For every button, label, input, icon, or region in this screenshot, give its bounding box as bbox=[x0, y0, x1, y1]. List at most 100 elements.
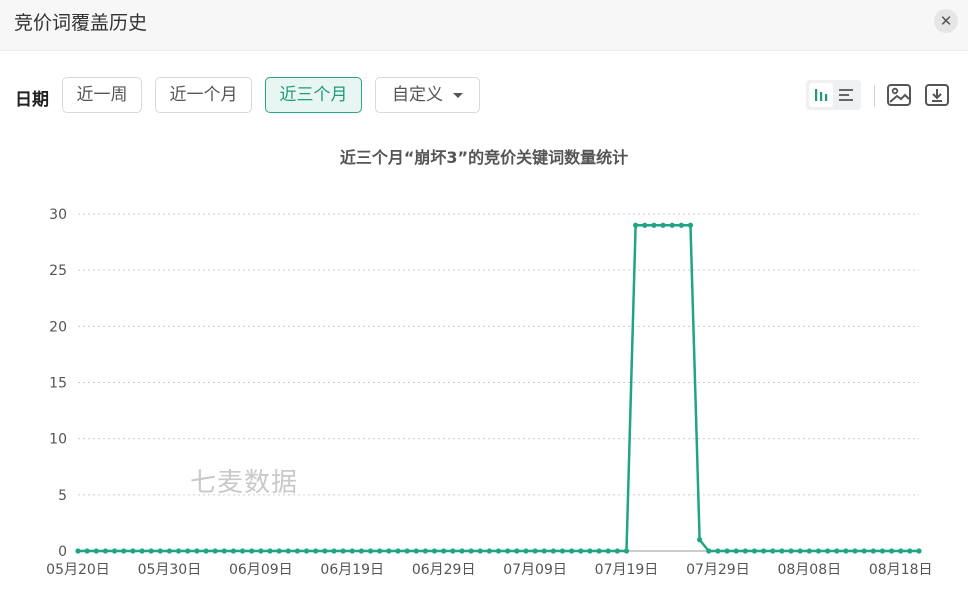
x-tick-label: 07月29日 bbox=[686, 562, 750, 578]
data-point bbox=[194, 548, 200, 554]
data-point bbox=[614, 548, 620, 554]
data-point bbox=[249, 548, 255, 554]
series-line bbox=[78, 223, 919, 553]
data-point bbox=[422, 548, 428, 554]
data-point bbox=[742, 548, 748, 554]
custom-range-dropdown[interactable]: 自定义 bbox=[375, 77, 480, 113]
data-point bbox=[258, 548, 264, 554]
data-point bbox=[203, 548, 209, 554]
data-point bbox=[322, 548, 328, 554]
data-point bbox=[532, 548, 538, 554]
data-point bbox=[623, 548, 630, 554]
data-point bbox=[75, 548, 81, 554]
data-point bbox=[541, 548, 547, 554]
data-point bbox=[157, 548, 163, 554]
data-point bbox=[93, 548, 99, 554]
data-point bbox=[578, 548, 584, 554]
y-tick-label: 0 bbox=[58, 544, 67, 560]
data-point bbox=[715, 548, 721, 554]
data-point bbox=[84, 548, 90, 554]
data-point bbox=[870, 548, 876, 554]
x-tick-label: 08月08日 bbox=[777, 562, 841, 578]
toolbar-separator bbox=[874, 85, 875, 107]
bar-chart-icon bbox=[815, 89, 828, 101]
data-point bbox=[642, 222, 648, 228]
data-point bbox=[395, 548, 401, 554]
data-point bbox=[751, 548, 758, 554]
data-point bbox=[313, 548, 319, 554]
data-point bbox=[605, 548, 611, 554]
date-toolbar: 日期 近一周 近一个月 近三个月 自定义 bbox=[0, 76, 968, 116]
download-icon bbox=[925, 84, 949, 106]
data-point bbox=[358, 548, 364, 554]
dialog-title: 竞价词覆盖历史 bbox=[14, 12, 148, 34]
data-point bbox=[669, 222, 675, 228]
data-point bbox=[843, 548, 849, 554]
save-image-button[interactable] bbox=[885, 81, 913, 109]
close-icon: ✕ bbox=[939, 12, 953, 30]
data-point bbox=[697, 537, 703, 543]
data-point bbox=[386, 548, 392, 554]
data-point bbox=[413, 548, 419, 554]
data-point bbox=[523, 548, 529, 554]
data-point bbox=[559, 548, 566, 554]
data-point bbox=[907, 548, 913, 554]
data-point bbox=[340, 548, 346, 554]
x-tick-label: 06月19日 bbox=[320, 562, 384, 578]
view-list-button[interactable] bbox=[834, 83, 858, 107]
data-point bbox=[148, 548, 154, 554]
data-point bbox=[121, 548, 127, 554]
data-point bbox=[331, 548, 337, 554]
x-tick-label: 08月18日 bbox=[869, 562, 933, 578]
data-point bbox=[779, 548, 785, 554]
data-point bbox=[651, 222, 657, 228]
data-point bbox=[898, 548, 904, 554]
data-point bbox=[441, 548, 447, 554]
data-point bbox=[733, 548, 739, 554]
close-button[interactable]: ✕ bbox=[934, 9, 958, 33]
data-point bbox=[495, 548, 502, 554]
data-point bbox=[514, 548, 520, 554]
data-point bbox=[294, 548, 300, 554]
x-tick-label: 06月29日 bbox=[412, 562, 476, 578]
data-point bbox=[806, 548, 812, 554]
range-three-months-button[interactable]: 近三个月 bbox=[265, 77, 362, 113]
data-point bbox=[139, 548, 145, 554]
data-point bbox=[824, 548, 831, 554]
y-tick-label: 20 bbox=[49, 319, 67, 335]
data-point bbox=[834, 548, 840, 554]
data-point bbox=[349, 548, 355, 554]
x-tick-label: 06月09日 bbox=[229, 562, 293, 578]
data-point bbox=[587, 548, 593, 554]
data-point bbox=[861, 548, 867, 554]
data-point bbox=[459, 548, 465, 554]
data-point bbox=[770, 548, 776, 554]
data-point bbox=[212, 548, 218, 554]
data-point bbox=[367, 548, 374, 554]
data-point bbox=[788, 548, 794, 554]
data-point bbox=[175, 548, 182, 554]
data-point bbox=[404, 548, 410, 554]
data-point bbox=[486, 548, 492, 554]
data-point bbox=[760, 548, 767, 554]
caret-down-icon bbox=[453, 92, 463, 98]
data-point bbox=[130, 548, 136, 554]
view-chart-button[interactable] bbox=[809, 83, 833, 107]
data-point bbox=[916, 548, 922, 554]
data-point bbox=[221, 548, 227, 554]
data-point bbox=[724, 548, 730, 554]
view-toggle bbox=[806, 80, 861, 110]
download-button[interactable] bbox=[923, 81, 951, 109]
data-point bbox=[377, 548, 383, 554]
data-point bbox=[815, 548, 822, 554]
data-point bbox=[660, 222, 666, 228]
data-point bbox=[450, 548, 456, 554]
data-point bbox=[111, 548, 118, 554]
data-point bbox=[102, 548, 109, 554]
data-point bbox=[230, 548, 237, 554]
range-month-button[interactable]: 近一个月 bbox=[155, 77, 252, 113]
range-week-button[interactable]: 近一周 bbox=[62, 77, 142, 113]
x-tick-label: 07月19日 bbox=[595, 562, 659, 578]
dialog-header: 竞价词覆盖历史 ✕ bbox=[0, 0, 968, 51]
